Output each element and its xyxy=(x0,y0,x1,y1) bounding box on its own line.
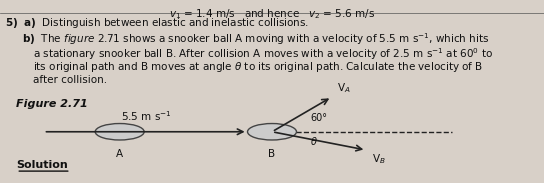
Text: B: B xyxy=(268,149,276,159)
Text: V$_B$: V$_B$ xyxy=(372,152,385,166)
Text: $\mathbf{b)}$  The $\it{figure\ 2.71}$ shows a snooker ball A moving with a velo: $\mathbf{b)}$ The $\it{figure\ 2.71}$ sh… xyxy=(22,31,489,47)
Text: Solution: Solution xyxy=(16,160,68,170)
Text: 5.5 m s$^{-1}$: 5.5 m s$^{-1}$ xyxy=(121,109,172,123)
Text: V$_A$: V$_A$ xyxy=(337,81,351,95)
Text: its original path and B moves at angle $\theta$ to its original path. Calculate : its original path and B moves at angle $… xyxy=(33,60,483,74)
Text: a stationary snooker ball B. After collision A moves with a velocity of 2.5 m s$: a stationary snooker ball B. After colli… xyxy=(33,46,493,61)
Text: $v_1$ = 1.4 m/s   and hence   $v_2$ = 5.6 m/s: $v_1$ = 1.4 m/s and hence $v_2$ = 5.6 m/… xyxy=(169,7,375,21)
Text: 60°: 60° xyxy=(310,113,327,123)
Circle shape xyxy=(248,124,296,140)
Circle shape xyxy=(95,124,144,140)
Text: $\mathbf{5)}$  $\mathbf{a)}$  Distinguish between elastic and inelastic collisio: $\mathbf{5)}$ $\mathbf{a)}$ Distinguish … xyxy=(5,16,310,31)
Text: Figure 2.71: Figure 2.71 xyxy=(16,99,88,109)
Text: A: A xyxy=(116,149,123,159)
Text: after collision.: after collision. xyxy=(33,75,107,85)
Text: $\theta$: $\theta$ xyxy=(310,135,318,147)
